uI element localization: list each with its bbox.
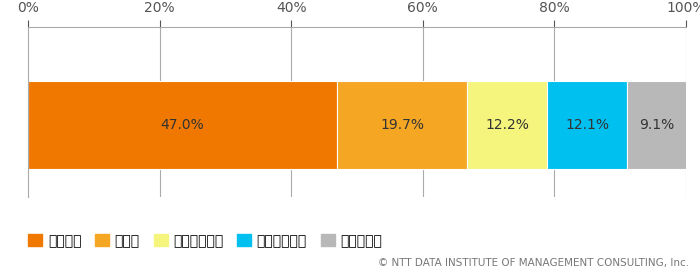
- Bar: [626, 81, 687, 170]
- Text: 19.7%: 19.7%: [380, 118, 424, 132]
- Text: © NTT DATA INSTITUTE OF MANAGEMENT CONSULTING, Inc.: © NTT DATA INSTITUTE OF MANAGEMENT CONSU…: [379, 257, 690, 268]
- Bar: [28, 81, 337, 170]
- Text: 47.0%: 47.0%: [161, 118, 204, 132]
- Bar: [467, 81, 547, 170]
- Text: 12.2%: 12.2%: [485, 118, 529, 132]
- Text: 9.1%: 9.1%: [639, 118, 674, 132]
- Text: 12.1%: 12.1%: [565, 118, 609, 132]
- Bar: [337, 81, 467, 170]
- Bar: [547, 81, 626, 170]
- Legend: 策定済み, 策定中, 策定予定あり, 策定予定なし, わからない: 策定済み, 策定中, 策定予定あり, 策定予定なし, わからない: [29, 234, 382, 248]
